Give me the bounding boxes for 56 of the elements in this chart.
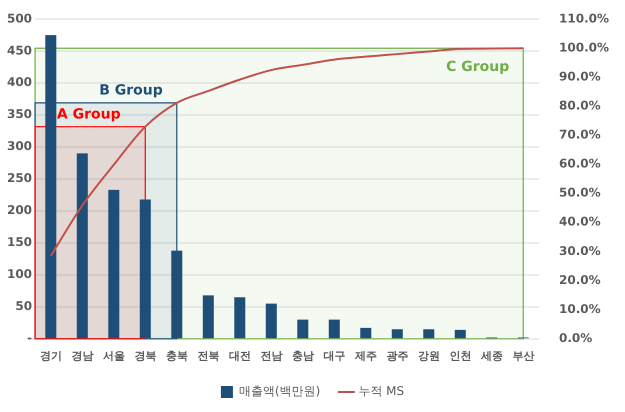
- x-tick-label: 전남: [260, 349, 282, 362]
- x-tick-label: 세종: [480, 349, 503, 362]
- x-tick-label: 대전: [228, 349, 251, 362]
- x-tick-label: 충북: [166, 349, 188, 362]
- y2-tick-label: 50.0%: [559, 186, 601, 200]
- x-tick-label: 경북: [134, 349, 156, 362]
- y2-tick-label: 20.0%: [559, 272, 601, 287]
- band-label: B Group: [99, 82, 163, 99]
- bar: [423, 329, 434, 338]
- legend-label: 누적 MS: [358, 384, 404, 398]
- legend-label: 매출액(백만원): [238, 384, 320, 398]
- y2-tick-label: 10.0%: [559, 302, 601, 316]
- bar: [76, 153, 88, 338]
- y-tick-label: -: [27, 330, 32, 345]
- y2-tick-label: 70.0%: [559, 128, 601, 142]
- bar: [360, 328, 372, 338]
- x-tick-label: 서울: [102, 349, 125, 362]
- bar: [328, 320, 340, 338]
- x-tick-label: 대구: [323, 349, 346, 362]
- x-tick-label: 광주: [386, 349, 408, 362]
- x-tick-label: 경남: [71, 349, 94, 362]
- line-series: [50, 47, 524, 257]
- x-tick-label: 인천: [449, 349, 472, 362]
- y2-tick-label: 60.0%: [559, 156, 601, 171]
- y2-tick-label: 110.0%: [559, 11, 610, 26]
- x-tick-label: 강원: [418, 349, 440, 362]
- y-tick-label: 50: [15, 298, 32, 313]
- band-label: A Group: [56, 106, 121, 122]
- bar: [202, 295, 214, 338]
- bar: [454, 330, 466, 338]
- bar: [266, 304, 277, 338]
- y-tick-label: 250: [6, 171, 32, 186]
- x-tick-label: 부산: [512, 349, 534, 362]
- bar: [297, 320, 308, 338]
- y-tick-label: 150: [6, 235, 32, 250]
- y-tick-label: 300: [6, 139, 32, 154]
- band-label: C Group: [446, 58, 510, 75]
- y-tick-label: 400: [6, 75, 32, 90]
- bar: [234, 297, 246, 338]
- y2-tick-label: 0.0%: [559, 330, 592, 345]
- y-tick-label: 450: [6, 43, 32, 58]
- y-tick-label: 200: [6, 203, 32, 218]
- y2-tick-label: 40.0%: [559, 214, 601, 229]
- y2-tick-label: 80.0%: [559, 98, 601, 112]
- x-tick-label: 경기: [40, 349, 62, 362]
- y-tick-label: 350: [6, 107, 32, 122]
- bar: [108, 190, 120, 338]
- x-tick-label: 제주: [354, 349, 377, 362]
- y-tick-label: 500: [6, 11, 32, 26]
- x-tick-label: 전북: [197, 349, 220, 362]
- x-tick-label: 충남: [292, 349, 314, 362]
- bar: [392, 329, 403, 338]
- y2-tick-label: 100.0%: [559, 40, 610, 54]
- y-tick-label: 100: [6, 267, 32, 282]
- y2-tick-label: 90.0%: [559, 69, 601, 84]
- y2-tick-label: 30.0%: [559, 244, 601, 258]
